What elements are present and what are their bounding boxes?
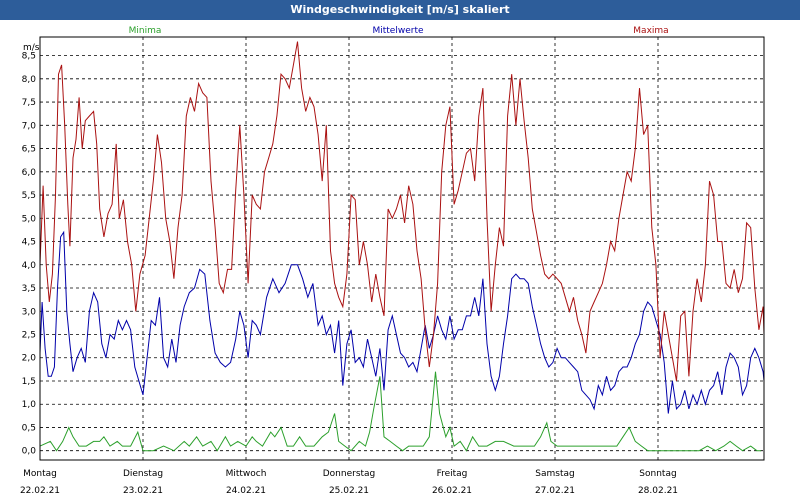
plot-frame <box>39 36 765 461</box>
y-tick-label: 7,0 <box>22 121 37 131</box>
y-tick-label: 4,5 <box>22 238 36 248</box>
x-tick-day: Mittwoch <box>226 469 267 479</box>
y-tick-label: 1,5 <box>22 377 36 387</box>
y-tick-label: 5,5 <box>22 191 36 201</box>
y-axis-unit: m/s <box>23 43 40 53</box>
x-tick-labels: Montag 22.02.21 Dienstag 23.02.21 Mittwoch 24… <box>20 469 678 496</box>
x-tick-date: 28.02.21 <box>638 486 678 496</box>
x-tick-date: 23.02.21 <box>123 486 163 496</box>
y-tick-label: 1,0 <box>22 400 37 410</box>
y-tick-label: 3,5 <box>22 284 36 294</box>
x-tick-date: 25.02.21 <box>329 486 369 496</box>
plot-series <box>39 41 765 452</box>
window-title: Windgeschwindigkeit [m/s] skaliert <box>0 0 800 20</box>
y-tick-label: 0,5 <box>22 423 36 433</box>
x-tick-day: Montag <box>23 469 57 479</box>
x-tick-day: Dienstag <box>123 469 163 479</box>
legend-minima: Minima <box>129 26 162 36</box>
x-tick-day: Freitag <box>437 469 468 479</box>
x-tick-date: 27.02.21 <box>535 486 575 496</box>
y-tick-label: 6,0 <box>22 168 37 178</box>
y-tick-label: 7,5 <box>22 98 36 108</box>
x-tick-date: 26.02.21 <box>432 486 472 496</box>
y-tick-label: 5,0 <box>22 214 37 224</box>
legend: Minima Mittelwerte Maxima <box>129 26 669 36</box>
series-line-mittelwerte <box>39 230 765 414</box>
x-tick-day: Sonntag <box>639 469 676 479</box>
x-tick-date: 24.02.21 <box>226 486 266 496</box>
y-tick-label: 6,5 <box>22 145 36 155</box>
x-tick-day: Samstag <box>535 469 574 479</box>
y-tick-labels: 0,0 0,5 1,0 1,5 2,0 2,5 3,0 3,5 4,0 4,5 5,0 5,5 6,0 6… <box>22 52 37 457</box>
legend-maxima: Maxima <box>633 26 668 36</box>
grid <box>40 37 764 460</box>
x-tick-day: Donnerstag <box>323 469 376 479</box>
y-tick-label: 4,0 <box>22 261 37 271</box>
series-line-maxima <box>39 41 765 382</box>
y-tick-label: 8,0 <box>22 75 37 85</box>
y-tick-label: 8,5 <box>22 52 36 62</box>
x-tick-date: 22.02.21 <box>20 486 60 496</box>
series-line-minima <box>39 371 761 452</box>
y-tick-label: 2,5 <box>22 330 36 340</box>
y-tick-label: 2,0 <box>22 354 37 364</box>
y-tick-label: 0,0 <box>22 447 37 457</box>
legend-mittelwerte: Mittelwerte <box>372 26 423 36</box>
y-tick-label: 3,0 <box>22 307 37 317</box>
